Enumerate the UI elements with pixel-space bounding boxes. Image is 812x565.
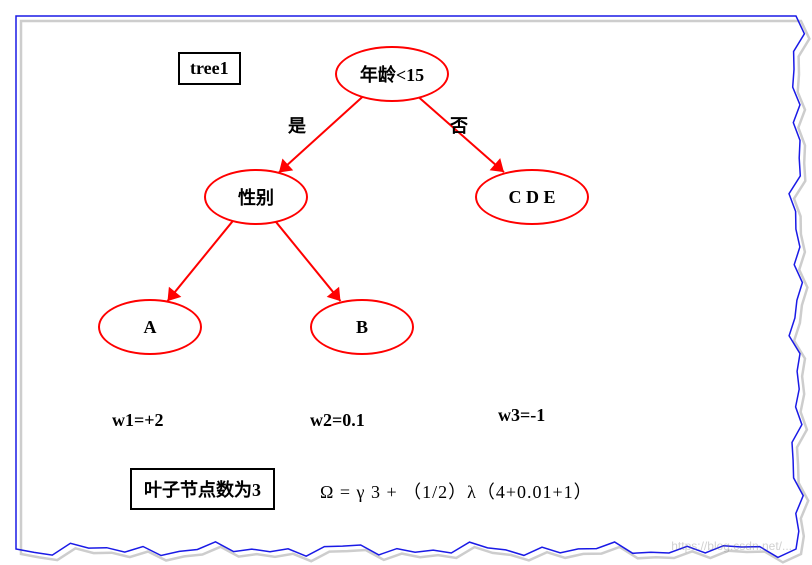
leaf-count-box: 叶子节点数为3 <box>130 468 275 510</box>
node-cde: C D E <box>475 169 589 225</box>
tree-label: tree1 <box>178 52 241 85</box>
leaf-a: A <box>98 299 202 355</box>
weight-w2: w2=0.1 <box>310 410 365 431</box>
edge-label-yes: 是 <box>288 112 306 138</box>
leaf-b: B <box>310 299 414 355</box>
watermark: https://blog.csdn.net/... <box>671 539 792 553</box>
weight-w3: w3=-1 <box>498 405 545 426</box>
node-root: 年龄<15 <box>335 46 449 102</box>
node-gender: 性别 <box>204 169 308 225</box>
edge-label-no: 否 <box>450 112 468 138</box>
omega-formula: Ω = γ 3 + （1/2）λ（4+0.01+1） <box>320 478 593 504</box>
diagram-canvas: tree1 年龄<15 性别 C D E A B 是 否 w1=+2 w2=0.… <box>0 0 812 565</box>
weight-w1: w1=+2 <box>112 410 164 431</box>
